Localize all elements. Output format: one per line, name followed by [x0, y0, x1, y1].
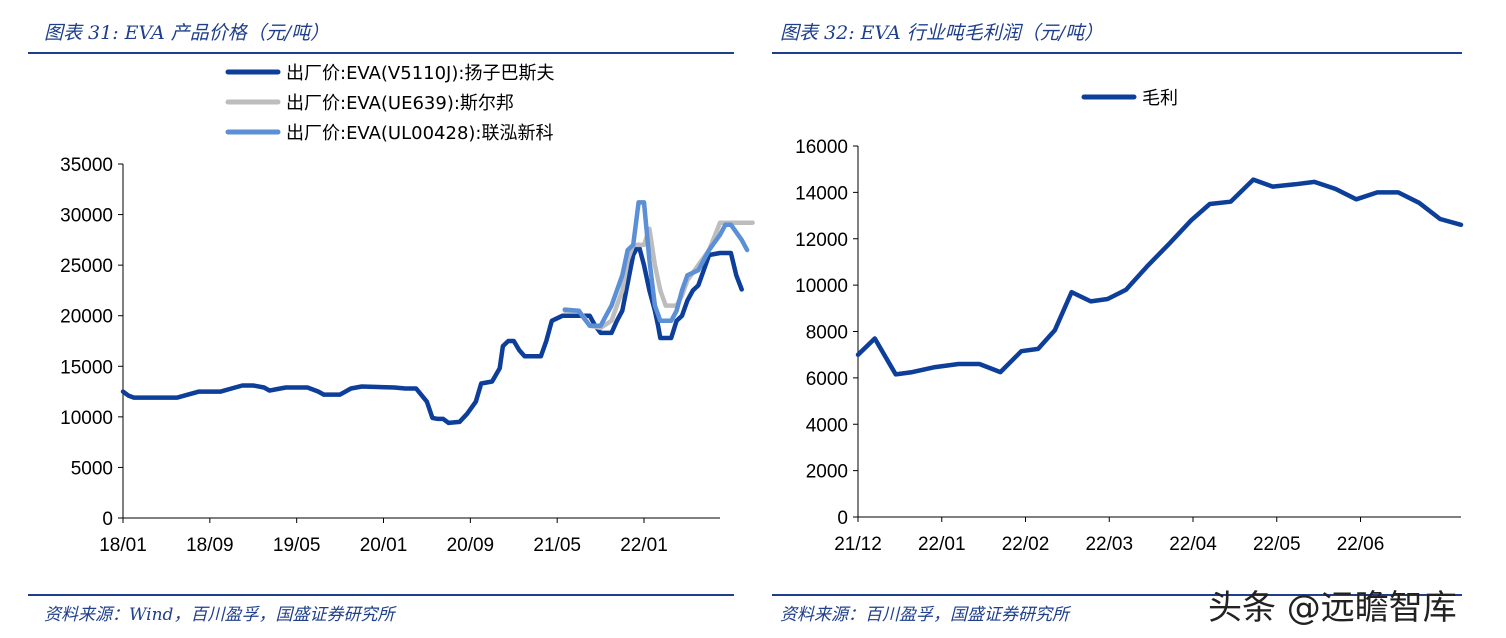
chart1-y-tick-label: 35000 — [60, 155, 113, 176]
chart1-series-line-3 — [562, 200, 750, 329]
watermark: 头条 @远瞻智库 — [1208, 588, 1457, 628]
chart1-y-tick-label: 15000 — [60, 357, 113, 378]
chart2-y-tick-label: 10000 — [795, 276, 848, 297]
right-source-note: 资料来源：百川盈孚，国盛证券研究所 — [780, 605, 1069, 625]
chart2-y-tick-label: 8000 — [806, 323, 848, 344]
chart2-x-tick-label: 21/12 — [834, 534, 882, 555]
left-title-rule — [28, 52, 734, 54]
chart2-y-tick-label: 12000 — [795, 230, 848, 251]
chart2-x-tick-label: 22/06 — [1337, 534, 1385, 555]
chart1-x-tick-label: 20/01 — [360, 535, 408, 556]
chart2-series-line-1 — [855, 177, 1464, 377]
chart2-y-tick-label: 0 — [837, 508, 848, 529]
chart2-y-tick-label: 14000 — [795, 183, 848, 204]
chart1-x-tick-label: 21/05 — [533, 535, 581, 556]
chart2-y-tick-label: 16000 — [795, 137, 848, 158]
chart1-x-tick-label: 20/09 — [447, 535, 495, 556]
chart1-x-tick-label: 22/01 — [620, 535, 668, 556]
left-source-note: 资料来源：Wind，百川盈孚，国盛证券研究所 — [44, 605, 395, 625]
chart1-x-tick-label: 18/09 — [186, 535, 234, 556]
chart2-x-tick-label: 22/05 — [1253, 534, 1301, 555]
chart1-y-tick-label: 0 — [102, 509, 113, 530]
chart2-x-tick-label: 22/04 — [1169, 534, 1217, 555]
left-source-rule — [28, 594, 734, 596]
chart2-legend-label-1: 毛利 — [1142, 88, 1178, 109]
chart1-x-tick-label: 18/01 — [99, 535, 147, 556]
chart2-y-tick-label: 6000 — [806, 369, 848, 390]
chart1-y-tick-label: 5000 — [71, 458, 113, 479]
left-chart-title: 图表 31: EVA 产品价格（元/吨） — [44, 22, 330, 44]
chart1-y-tick-label: 25000 — [60, 256, 113, 277]
chart1-y-tick-label: 20000 — [60, 307, 113, 328]
chart1-y-tick-label: 30000 — [60, 206, 113, 227]
chart1-series-line-1 — [120, 242, 744, 426]
right-source-rule — [772, 594, 1462, 596]
chart2-x-tick-label: 22/03 — [1085, 534, 1133, 555]
chart1-legend-label-1: 出厂价:EVA(V5110J):扬子巴斯夫 — [286, 63, 554, 84]
chart1-legend-label-2: 出厂价:EVA(UE639):斯尔邦 — [286, 93, 514, 114]
chart1-x-tick-label: 19/05 — [273, 535, 321, 556]
chart2-y-tick-label: 2000 — [806, 462, 848, 483]
chart2-x-tick-label: 22/01 — [918, 534, 966, 555]
chart1-legend-label-3: 出厂价:EVA(UL00428):联泓新科 — [286, 123, 554, 144]
right-title-rule — [772, 52, 1462, 54]
chart2-y-tick-label: 4000 — [806, 415, 848, 436]
chart1-y-tick-label: 10000 — [60, 408, 113, 429]
chart2-x-tick-label: 22/02 — [1002, 534, 1050, 555]
right-chart-title: 图表 32: EVA 行业吨毛利润（元/吨） — [780, 22, 1104, 44]
